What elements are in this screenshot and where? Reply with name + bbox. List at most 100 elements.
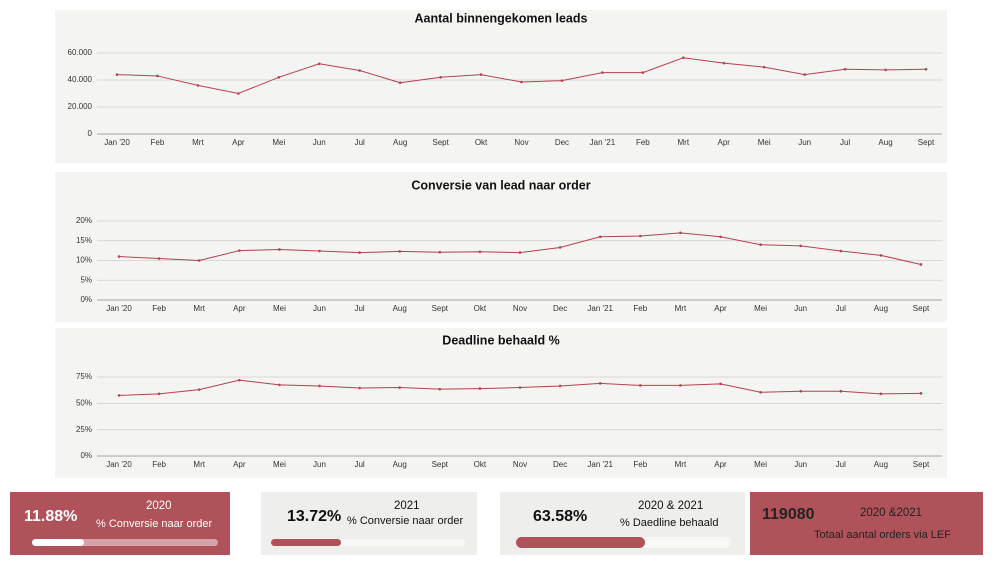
x-tick-label: Aug — [878, 138, 892, 147]
kpi-year: 2020 & 2021 — [638, 500, 704, 512]
kpi-year: 2021 — [394, 500, 420, 512]
y-tick-label: 75% — [76, 372, 92, 381]
kpi-label: % Conversie naar order — [96, 518, 213, 530]
data-point — [919, 263, 923, 266]
chart-title: Deadline behaald % — [442, 333, 559, 347]
kpi-value: 13.72% — [287, 508, 342, 525]
x-tick-label: Feb — [633, 304, 647, 313]
x-tick-label: Aug — [393, 138, 407, 147]
x-tick-label: Mei — [273, 304, 286, 313]
data-point — [479, 73, 483, 76]
data-point — [759, 390, 762, 394]
data-point — [478, 387, 482, 390]
kpi-value: 119080 — [762, 506, 815, 523]
data-point — [799, 244, 802, 248]
x-tick-label: Mrt — [192, 138, 204, 147]
x-tick-label: Aug — [393, 304, 407, 313]
x-tick-label: Sept — [913, 460, 930, 469]
progress-track — [516, 537, 731, 548]
x-tick-label: Apr — [714, 304, 727, 313]
data-point — [558, 246, 562, 249]
x-tick-label: Nov — [513, 304, 527, 313]
data-point — [197, 259, 201, 262]
data-point — [759, 243, 762, 246]
y-tick-label: 40.000 — [68, 75, 93, 84]
x-tick-label: Jul — [354, 460, 364, 469]
x-tick-label: Apr — [718, 138, 731, 147]
data-point — [156, 74, 159, 78]
x-tick-label: Mei — [273, 460, 286, 469]
data-point — [598, 235, 602, 239]
data-point — [558, 384, 562, 388]
x-tick-label: Mrt — [675, 460, 687, 469]
x-tick-label: Aug — [874, 304, 888, 313]
x-tick-label: Jun — [794, 460, 807, 469]
y-tick-label: 25% — [76, 425, 92, 434]
x-tick-label: Feb — [152, 304, 166, 313]
x-tick-label: Dec — [553, 304, 567, 313]
data-point — [398, 386, 402, 389]
x-tick-label: Sept — [432, 138, 449, 147]
data-point — [398, 81, 402, 84]
data-point — [679, 384, 682, 387]
y-tick-label: 20.000 — [68, 102, 93, 111]
x-tick-label: Jan '21 — [587, 304, 613, 313]
data-point — [238, 249, 241, 252]
y-tick-label: 20% — [76, 216, 92, 225]
panel — [55, 10, 947, 163]
data-point — [639, 384, 642, 387]
data-point — [839, 249, 843, 253]
y-tick-label: 60.000 — [68, 48, 93, 57]
x-tick-label: Okt — [474, 460, 487, 469]
x-tick-label: Feb — [633, 460, 647, 469]
x-tick-label: Sept — [918, 138, 935, 147]
x-tick-label: Apr — [232, 138, 245, 147]
data-point — [438, 250, 442, 254]
data-point — [560, 79, 564, 82]
x-tick-label: Mrt — [675, 304, 687, 313]
data-point — [157, 392, 161, 396]
x-tick-label: Apr — [233, 460, 246, 469]
x-tick-label: Sept — [432, 304, 449, 313]
x-tick-label: Jul — [354, 304, 364, 313]
x-tick-label: Mrt — [678, 138, 690, 147]
data-point — [197, 388, 201, 391]
x-tick-label: Mei — [754, 304, 767, 313]
x-tick-label: Jul — [355, 138, 365, 147]
x-tick-label: Aug — [874, 460, 888, 469]
progress-bar — [32, 539, 85, 546]
data-point — [879, 392, 883, 396]
kpi-label: % Daedline behaald — [620, 517, 719, 529]
kpi-card: 63.58% 2020 & 2021 % Daedline behaald — [500, 492, 745, 555]
data-point — [238, 378, 241, 382]
x-tick-label: Jan '20 — [106, 304, 132, 313]
x-tick-label: Jun — [313, 304, 326, 313]
x-tick-label: Sept — [432, 460, 449, 469]
data-point — [518, 251, 522, 254]
kpi-value: 11.88% — [24, 508, 78, 525]
x-tick-label: Okt — [475, 138, 488, 147]
x-tick-label: Dec — [555, 138, 569, 147]
y-tick-label: 50% — [76, 398, 92, 407]
kpi-card: 13.72% 2021 % Conversie naar order — [261, 492, 477, 555]
x-tick-label: Jan '20 — [104, 138, 130, 147]
data-point — [278, 248, 281, 251]
data-point — [278, 383, 281, 387]
chart-title: Aantal binnengekomen leads — [415, 11, 588, 25]
x-tick-label: Mrt — [193, 460, 205, 469]
data-point — [762, 65, 766, 69]
x-tick-label: Apr — [714, 460, 727, 469]
y-tick-label: 10% — [76, 256, 92, 265]
data-point — [318, 384, 321, 388]
data-point — [719, 235, 722, 239]
x-tick-label: Jul — [836, 460, 846, 469]
data-point — [722, 61, 726, 65]
x-tick-label: Jun — [798, 138, 811, 147]
data-point — [237, 92, 240, 95]
data-point — [398, 250, 402, 253]
y-tick-label: 0% — [80, 451, 92, 460]
x-tick-label: Mei — [754, 460, 767, 469]
data-point — [157, 257, 161, 260]
data-point — [317, 62, 321, 66]
